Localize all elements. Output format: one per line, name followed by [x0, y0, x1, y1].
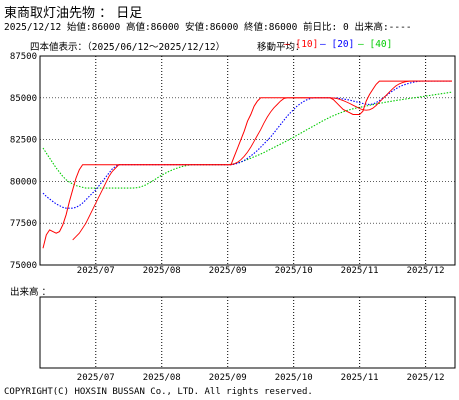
y-tick-label: 80000 — [10, 177, 37, 187]
legend-ma40: — [40] — [358, 39, 393, 50]
legend-ma20-label: [20] — [331, 39, 355, 50]
chart-period-label: 四本値表示：（2025/06/12～2025/12/12） — [30, 42, 226, 53]
x-tick-label-volume: 2025/09 — [209, 373, 247, 383]
volume-title: 出来高 ： — [10, 287, 52, 298]
legend-ma10: — [10] — [284, 39, 319, 50]
ma-label: 移動平均： — [257, 42, 305, 53]
series-ma20 — [42, 80, 452, 209]
y-tick-label: 77500 — [10, 219, 37, 229]
x-tick-label: 2025/08 — [143, 266, 181, 276]
volume-plot-frame — [39, 296, 456, 369]
page-title: 東商取灯油先物 ： 日足 — [4, 6, 143, 21]
series-ma40 — [42, 91, 453, 189]
x-tick-label-volume: 2025/10 — [275, 373, 313, 383]
legend-ma40-label: [40] — [369, 39, 393, 50]
y-tick-label: 82500 — [10, 136, 37, 146]
x-tick-label: 2025/09 — [209, 266, 247, 276]
series-price-close — [42, 80, 452, 249]
x-tick-label-volume: 2025/08 — [143, 373, 181, 383]
price-plot-frame — [39, 55, 456, 266]
series-ma10 — [72, 80, 452, 241]
x-tick-label: 2025/07 — [77, 266, 115, 276]
quote-line: 2025/12/12 始値:86000 高値:86000 安値:86000 終値… — [4, 22, 412, 33]
x-tick-label-volume: 2025/12 — [407, 373, 445, 383]
x-tick-label: 2025/10 — [275, 266, 313, 276]
y-tick-label: 75000 — [10, 261, 37, 271]
x-tick-label: 2025/12 — [407, 266, 445, 276]
x-tick-label: 2025/11 — [341, 266, 379, 276]
copyright-footer: COPYRIGHT(C) HOXSIN BUSSAN Co., LTD. All… — [4, 387, 313, 397]
legend-ma10-label: [10] — [295, 39, 319, 50]
x-tick-label-volume: 2025/07 — [77, 373, 115, 383]
y-tick-label: 85000 — [10, 94, 37, 104]
legend-ma20: — [20] — [320, 39, 355, 50]
x-tick-label-volume: 2025/11 — [341, 373, 379, 383]
y-tick-label: 87500 — [10, 52, 37, 62]
